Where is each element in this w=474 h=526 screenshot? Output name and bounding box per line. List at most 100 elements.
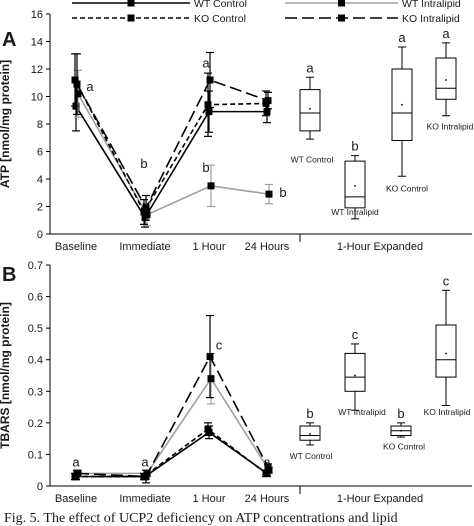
panel-a-box-wt-intralipid <box>344 160 366 209</box>
panel-a-chart: 0 2 4 6 8 10 12 14 16 ATP [nmol/mg protein] Baseli… <box>0 9 474 253</box>
panel-a-point-wt-intralipid <box>265 190 273 198</box>
panel-a-point-wt-intralipid <box>74 90 82 98</box>
panel-a-box-letter-wt-control: a <box>306 60 314 75</box>
panel-a-box-letter-wt-intralipid: b <box>351 139 358 154</box>
panel-a-x-label-immediate: Immediate <box>119 241 170 253</box>
panel-b-y-tick-label: 0.4 <box>28 355 43 367</box>
panel-b-box-mean-wt-control <box>309 433 311 435</box>
panel-b-box-mean-ko-control <box>400 429 402 432</box>
panel-a-box-mean-ko-intralipid <box>445 79 447 81</box>
panel-a-series-line-wt-control <box>75 105 267 220</box>
legend-label-wt-intralipid: WT Intralipid <box>402 0 461 10</box>
panel-b-box-letter-ko-intralipid: c <box>443 273 450 288</box>
panel-a-y-tick-label: 6 <box>37 147 43 159</box>
panel-b-y-tick-label: 0.1 <box>28 449 43 461</box>
panel-a-series-line-ko-intralipid <box>76 79 269 210</box>
panel-b-significance-letter: a <box>263 454 271 469</box>
panel-b-x-label-immediate: Immediate <box>119 493 170 505</box>
panel-a-significance-letter: a <box>202 56 210 71</box>
panel-b-x-label-24-hours: 24 Hours <box>245 493 290 505</box>
panel-a-significance-letter: b <box>140 156 147 171</box>
panel-b-series-line-wt-intralipid <box>78 377 270 475</box>
panel-b-point-ko-control <box>262 469 270 477</box>
panel-b-y-tick-label: 0.5 <box>28 323 43 335</box>
panel-a-box-letter-ko-control: a <box>398 30 406 45</box>
panel-b-x-label-1-hour: 1 Hour <box>192 493 225 505</box>
panel-a-box-label-ko-intralipid: KO Intralipid <box>427 122 474 132</box>
panel-a-point-ko-intralipid <box>206 76 214 84</box>
panel-b-y-tick-label: 0.6 <box>28 292 43 304</box>
panel-a-box-ko-intralipid <box>435 57 457 100</box>
panel-a-significance-letter: b <box>279 185 286 200</box>
panel-a-box-label-wt-intralipid: WT Intralipid <box>331 207 379 217</box>
panel-b-letter: B <box>2 264 16 286</box>
panel-a-point-ko-intralipid <box>73 80 81 88</box>
panel-a-point-wt-control <box>205 108 213 116</box>
panel-a-point-ko-control <box>204 101 212 109</box>
panel-b-point-ko-control <box>204 425 212 433</box>
panel-a-x-label-24-hours: 24 Hours <box>245 241 290 253</box>
panel-a-point-wt-intralipid <box>207 182 215 190</box>
panel-a-significance-letter: a <box>86 79 94 94</box>
panel-b-series-line-wt-control <box>76 431 268 478</box>
panel-b-y-tick-label: 0.2 <box>28 418 43 430</box>
panel-b-box-wt-intralipid <box>344 352 366 392</box>
panel-a-y-tick-label: 2 <box>37 202 43 214</box>
panel-a-y-tick-label: 4 <box>37 174 43 186</box>
panel-a-series-line-ko-control <box>74 79 267 214</box>
panel-b-significance-letter: c <box>216 338 223 353</box>
panel-b-series-line-ko-intralipid <box>76 354 269 478</box>
panel-a-point-ko-intralipid <box>264 97 272 105</box>
panel-a-y-axis-title: ATP [nmol/mg protein] <box>0 60 12 188</box>
panel-b-box-ko-intralipid <box>435 324 457 378</box>
panel-b-box-label-wt-intralipid: WT Intralipid <box>338 407 386 417</box>
panel-b-box-label-ko-control: KO Control <box>383 442 425 452</box>
panel-b-point-ko-intralipid <box>73 469 81 477</box>
legend-label-ko-control: KO Control <box>194 13 246 25</box>
panel-a-letter: A <box>2 29 16 51</box>
panel-a-box-label-wt-control: WT Control <box>291 155 334 165</box>
panel-b-y-tick-label: 0.3 <box>28 386 43 398</box>
panel-b-point-ko-intralipid <box>264 463 272 471</box>
panel-b-box-letter-wt-intralipid: c <box>352 327 359 342</box>
panel-b-y-tick-label: 0.7 <box>28 260 43 272</box>
panel-a-y-tick-label: 12 <box>31 64 43 76</box>
panel-a-y-tick-label: 10 <box>31 92 43 104</box>
panel-b-box-mean-wt-intralipid <box>354 374 356 377</box>
panel-a-point-ko-control <box>71 76 79 84</box>
legend-marker-wt-control <box>127 0 135 7</box>
legend-label-wt-control: WT Control <box>194 0 247 10</box>
panel-b-series-line-ko-control <box>75 428 267 478</box>
panel-b-x-label-baseline: Baseline <box>55 493 97 505</box>
panel-b-point-ko-intralipid <box>142 473 150 481</box>
panel-a-point-ko-control <box>140 208 148 216</box>
panel-a-y-tick-label: 0 <box>37 229 43 241</box>
panel-b-chart: 0 0.1 0.2 0.3 0.4 0.5 0.6 0.7 TBARS [nmol/mg pro… <box>0 260 472 505</box>
panel-b-box-label-wt-control: WT Control <box>290 451 333 461</box>
panel-b-significance-letter: a <box>141 454 149 469</box>
panel-b-box-letter-ko-control: b <box>397 406 404 421</box>
panel-b-box-mean-ko-intralipid <box>445 352 447 355</box>
panel-b-box-letter-wt-control: b <box>306 406 313 421</box>
panel-a-y-tick-label: 14 <box>31 37 43 49</box>
panel-a-expanded-label: 1-Hour Expanded <box>337 241 423 253</box>
panel-b-point-ko-intralipid <box>206 353 214 361</box>
panel-b-box-label-ko-intralipid: KO Intralipid <box>424 407 471 417</box>
panel-a-point-ko-intralipid <box>142 204 150 212</box>
panel-a-significance-letter: b <box>202 160 209 175</box>
panel-a-box-letter-ko-intralipid: a <box>442 26 450 41</box>
legend-marker-wt-intralipid <box>338 0 345 7</box>
panel-b-expanded-label: 1-Hour Expanded <box>337 493 423 505</box>
panel-a-box-label-ko-control: KO Control <box>386 183 428 193</box>
panel-a-box-mean-ko-control <box>401 103 403 106</box>
panel-b-y-tick-label: 0 <box>37 481 43 493</box>
panel-a-y-tick-label: 8 <box>37 119 43 131</box>
panel-a-x-label-baseline: Baseline <box>55 241 97 253</box>
panel-a-x-label-1-hour: 1 Hour <box>192 241 225 253</box>
legend: WT Control WT Intralipid KO Control KO Intr… <box>72 0 461 25</box>
panel-a-box-mean-wt-intralipid <box>354 184 356 187</box>
legend-marker-ko-intralipid <box>338 14 345 22</box>
panel-a-y-tick-label: 16 <box>31 9 43 21</box>
panel-b-point-wt-intralipid <box>207 375 215 383</box>
